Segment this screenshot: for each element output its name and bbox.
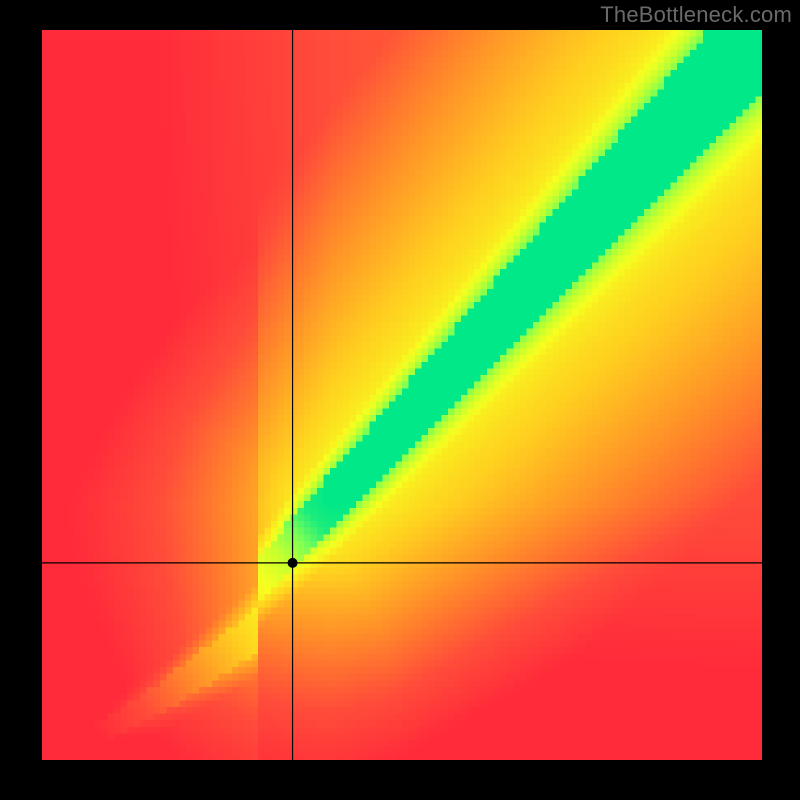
bottleneck-heatmap [42, 30, 762, 760]
plot-area [42, 30, 762, 760]
figure-root: { "figure": { "width_px": 800, "height_p… [0, 0, 800, 800]
watermark-label: TheBottleneck.com [600, 2, 792, 28]
